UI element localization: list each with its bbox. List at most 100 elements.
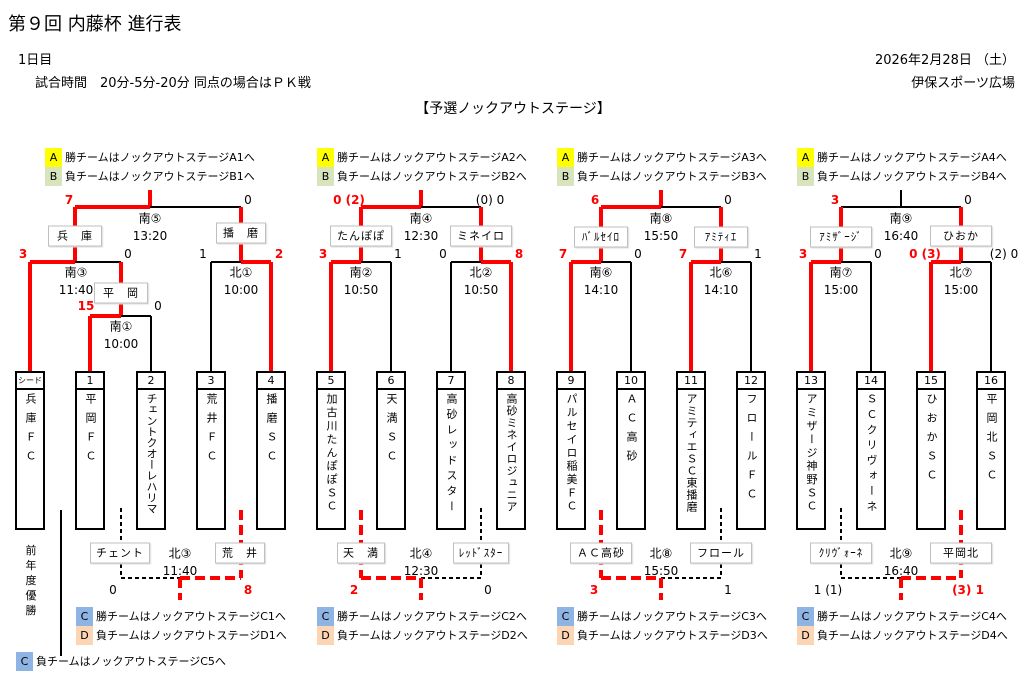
match-id: 北⑨: [889, 546, 913, 561]
match-rules: 試合時間 20分-5分-20分 同点の場合はＰＫ戦: [35, 76, 311, 91]
score: 7: [678, 247, 688, 261]
team-box: シード 兵庫ＦＣ: [15, 371, 45, 530]
score: 2: [274, 247, 284, 261]
team-name: 平岡ＦＣ: [84, 393, 97, 469]
team-number: 15: [918, 373, 944, 390]
team-name-cell: 高砂レッドスター: [438, 390, 464, 528]
match-id: 南⑥: [589, 265, 613, 280]
team-number: 9: [558, 373, 584, 390]
team-name-cell: チェントクオーレハリマ: [138, 390, 164, 528]
winner-box: ひおか: [930, 225, 992, 247]
score: (2) 0: [989, 247, 1019, 261]
score: 1: [724, 583, 732, 597]
team-number: 2: [138, 373, 164, 390]
legend-text: 勝チームはノックアウトステージA3へ: [577, 151, 767, 164]
score: 1: [394, 247, 402, 261]
team-number: 11: [678, 373, 704, 390]
team-number: 4: [258, 373, 284, 390]
score: 0: [244, 193, 252, 207]
legend-key: A: [557, 148, 574, 167]
loser-box: 天 満: [337, 542, 385, 564]
team-name-cell: パルセイロ稲美ＦＣ: [558, 390, 584, 528]
match-id: 南③: [64, 265, 88, 280]
team-name-cell: 平岡北ＳＣ: [978, 390, 1004, 528]
team-name-cell: 加古川たんぽぽＳＣ: [318, 390, 344, 528]
legend-key: A: [45, 148, 62, 167]
score: 0 (2): [333, 193, 365, 207]
team-box: 8 高砂ミネイロジュニア: [496, 371, 526, 530]
team-name-cell: アミザージ神野ＳＣ: [798, 390, 824, 528]
team-box: 11 アミティエＳＣ東播磨: [676, 371, 706, 530]
match-time: 12:30: [403, 564, 439, 578]
previous-champion-label: 前年度優勝: [25, 544, 37, 617]
loser-box: チェント: [90, 542, 150, 564]
score: 2: [349, 583, 359, 597]
legend-text: 負チームはノックアウトステージB4へ: [817, 170, 1007, 183]
legend-a: A 勝チームはノックアウトステージA4へ: [797, 148, 1007, 167]
score: 3: [318, 247, 328, 261]
score: 0: [154, 299, 162, 313]
legend-text: 負チームはノックアウトステージD2へ: [337, 629, 528, 642]
legend-key: D: [317, 626, 334, 645]
score: 0: [874, 247, 882, 261]
team-name: フロールＦＣ: [745, 393, 758, 507]
score: 8: [514, 247, 524, 261]
legend-b: B 負チームはノックアウトステージB3へ: [557, 167, 767, 186]
team-name: ＳＣクリヴォーネ: [865, 393, 878, 516]
score: 0: [634, 247, 642, 261]
legend-key: D: [76, 626, 93, 645]
score: (3) 1: [952, 583, 984, 597]
legend-text: 負チームはノックアウトステージD1へ: [96, 629, 287, 642]
legend-key: D: [797, 626, 814, 645]
team-name: 荒井ＦＣ: [205, 393, 218, 469]
team-name-cell: 兵庫ＦＣ: [17, 390, 43, 528]
match-time: 14:10: [703, 283, 739, 297]
team-name: チェントクオーレハリマ: [145, 393, 158, 514]
winner-box: 播 磨: [216, 222, 266, 244]
score: 3: [798, 247, 808, 261]
match-time: 11:40: [162, 564, 198, 578]
score: 6: [590, 193, 600, 207]
team-box: 6 天満ＳＣ: [376, 371, 406, 530]
winner-box: 兵 庫: [48, 225, 102, 247]
winner-box: ﾊﾞﾙｾｲﾛ: [574, 226, 628, 248]
match-id: 北①: [229, 265, 253, 280]
legend-text: 負チームはノックアウトステージB1へ: [65, 170, 255, 183]
legend-key: B: [797, 167, 814, 186]
legend-a: A 勝チームはノックアウトステージA3へ: [557, 148, 767, 167]
score: 7: [64, 193, 74, 207]
team-name: 高砂ミネイロジュニア: [505, 393, 518, 513]
match-id: 北⑧: [649, 546, 673, 561]
match-id: 南⑧: [649, 211, 673, 226]
venue: 伊保スポーツ広場: [911, 76, 1015, 91]
match-id: 北⑦: [949, 265, 973, 280]
score: 0: [439, 247, 447, 261]
match-time: 12:30: [403, 229, 439, 243]
legend-key: A: [317, 148, 334, 167]
legend-c: C 勝チームはノックアウトステージC3へ: [557, 607, 767, 626]
legend-text: 勝チームはノックアウトステージC2へ: [337, 610, 527, 623]
match-time: 11:40: [58, 283, 94, 297]
legend-b: B 負チームはノックアウトステージB4へ: [797, 167, 1007, 186]
loser-box: フロール: [690, 542, 752, 564]
team-number: 7: [438, 373, 464, 390]
team-box: 2 チェントクオーレハリマ: [136, 371, 166, 530]
score: 0: [109, 583, 117, 597]
legend-text: 勝チームはノックアウトステージC1へ: [96, 610, 286, 623]
team-name-cell: 天満ＳＣ: [378, 390, 404, 528]
legend-text: 負チームはノックアウトステージC5へ: [36, 655, 226, 668]
match-id: 南④: [409, 211, 433, 226]
team-box: 14 ＳＣクリヴォーネ: [856, 371, 886, 530]
match-time: 15:50: [643, 229, 679, 243]
match-time: 13:20: [132, 229, 168, 243]
score: 3: [830, 193, 840, 207]
legend-text: 勝チームはノックアウトステージA1へ: [65, 151, 255, 164]
match-time: 16:40: [883, 229, 919, 243]
team-number: 13: [798, 373, 824, 390]
score: 3: [18, 247, 28, 261]
legend-a: A 勝チームはノックアウトステージA1へ: [45, 148, 255, 167]
team-box: 16 平岡北ＳＣ: [976, 371, 1006, 530]
team-name: 平岡北ＳＣ: [985, 393, 998, 488]
legend-b: B 負チームはノックアウトステージB2へ: [317, 167, 527, 186]
